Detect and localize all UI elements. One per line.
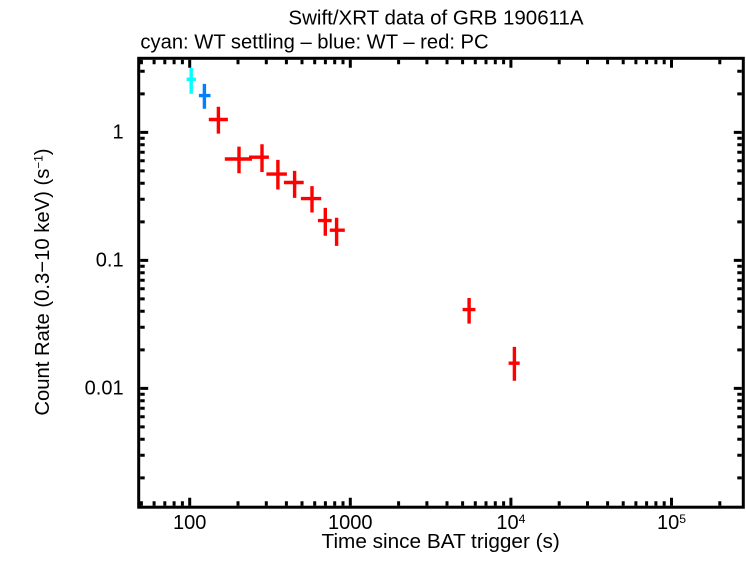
svg-text:105: 105 — [657, 512, 686, 534]
svg-text:Time since BAT trigger (s): Time since BAT trigger (s) — [322, 530, 560, 553]
svg-text:104: 104 — [496, 512, 525, 534]
svg-text:Swift/XRT data of GRB 190611A: Swift/XRT data of GRB 190611A — [288, 7, 583, 30]
svg-text:0.1: 0.1 — [96, 250, 124, 272]
svg-text:0.01: 0.01 — [85, 378, 124, 400]
svg-text:1: 1 — [112, 122, 123, 144]
svg-text:Count Rate (0.3−10 keV) (s−1): Count Rate (0.3−10 keV) (s−1) — [32, 149, 54, 416]
svg-text:1000: 1000 — [328, 512, 373, 534]
svg-text:cyan: WT settling – blue: WT –: cyan: WT settling – blue: WT – red: PC — [140, 31, 488, 53]
svg-text:100: 100 — [173, 512, 206, 534]
